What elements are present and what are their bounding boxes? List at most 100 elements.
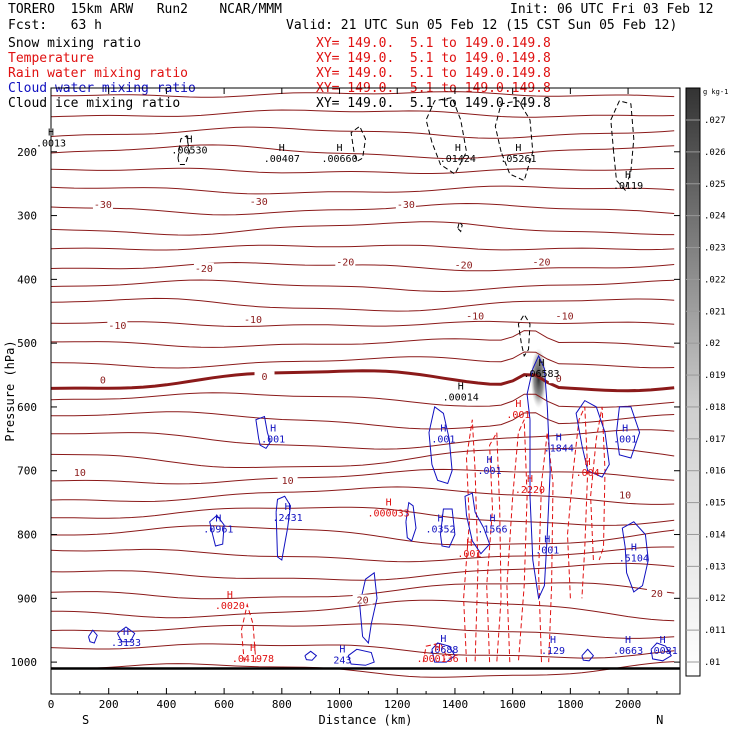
isotherm-label: 20: [651, 589, 663, 600]
cloud-water-maximum-label-h-marker: H: [625, 635, 631, 646]
isotherm-label-bg: [248, 195, 269, 206]
cloud-water-maximum-label-h-marker: H: [285, 502, 291, 513]
cloud-water-maximum-label-h-marker: H: [544, 535, 550, 546]
isotherm-label: -10: [466, 312, 484, 323]
isotherm-label: 0: [100, 375, 106, 386]
colorbar-units: g kg-1: [703, 88, 728, 96]
cloud-water-contour: [304, 650, 318, 661]
forecast-hour: Fcst: 63 h: [8, 18, 102, 33]
valid-time: Valid: 21 UTC Sun 05 Feb 12 (15 CST Sun …: [286, 18, 678, 33]
cloud-water-maximum-label: .1844: [544, 444, 574, 455]
cloud-water-maximum-label: .129: [541, 646, 565, 657]
y-axis-title: Pressure (hPa): [3, 340, 17, 441]
colorbar-label: .024: [704, 212, 726, 222]
cloud-water-contour: [347, 648, 375, 666]
x-tick-label: 1800: [557, 698, 584, 711]
isotherm-label: 0: [261, 372, 267, 383]
ice-maximum-label: .05261: [500, 154, 536, 165]
ice-maximum-label: .0119: [613, 181, 643, 192]
rain-maximum-label: .001: [506, 410, 530, 421]
isotherm-label-bg: [395, 199, 416, 210]
isotherm-label: -10: [244, 315, 262, 326]
isotherm: [51, 392, 675, 408]
colorbar-label: .025: [704, 180, 726, 190]
cloud-water-maximum-label: .2431: [273, 513, 303, 524]
isotherm-label-bg: [465, 310, 486, 321]
x-tick-label: 400: [156, 698, 176, 711]
x-tick-label: 1600: [499, 698, 526, 711]
x-tick-label: 600: [214, 698, 234, 711]
isotherm: [51, 126, 675, 139]
cloud-water-maximum-label: .0352: [425, 525, 455, 536]
x-tick-label: 1000: [326, 698, 353, 711]
isotherm-label-bg: [242, 313, 263, 324]
isotherm: [51, 351, 675, 369]
isotherm: [51, 202, 675, 216]
model-title: TORERO 15km ARW Run2 NCAR/MMM: [8, 2, 282, 17]
isotherm-label: -30: [94, 200, 112, 211]
cloud-water-contour: [275, 495, 292, 561]
colorbar-label: .012: [704, 594, 726, 604]
cloud-ice-contour: [494, 100, 534, 182]
x-tick-label: 200: [99, 698, 119, 711]
colorbar-label: .016: [704, 467, 726, 477]
ice-maximum-label-h-marker: H: [337, 143, 343, 154]
isotherm-label: 10: [282, 476, 294, 487]
isotherm-label-bg: [335, 256, 356, 267]
colorbar: [685, 87, 701, 677]
ice-maximum-label-h-marker: H: [186, 135, 192, 146]
cloud-water-maximum-label: 243: [333, 655, 351, 666]
isotherm: [51, 506, 675, 526]
cloud-water-contour: [255, 415, 271, 450]
y-tick-label: 800: [17, 529, 37, 542]
isotherm-label-bg: [277, 475, 298, 486]
rain-contour: [240, 602, 257, 663]
rain-maximum-label-h-marker: H: [227, 590, 233, 601]
colorbar-label: .018: [704, 403, 726, 413]
isotherm-label: -10: [108, 321, 126, 332]
cloud-water-maximum-label: .001: [431, 435, 455, 446]
cloud-water-maximum-label: .3133: [111, 638, 141, 649]
x-tick-label: 1200: [384, 698, 411, 711]
cloud-water-maximum-label: .1566: [477, 525, 507, 536]
snow-maximum-label-h-marker: H: [538, 358, 544, 369]
rain-contour: [538, 432, 554, 663]
isotherm: [51, 411, 675, 430]
isotherm-label-bg: [92, 199, 113, 210]
legend-temperature-xy: XY= 149.0. 5.1 to 149.0.149.8: [316, 51, 551, 66]
isotherm: [51, 525, 675, 546]
x-tick-label: 1400: [442, 698, 469, 711]
isotherm-label-bg: [615, 489, 636, 500]
colorbar-label: .019: [704, 371, 726, 381]
legend-cloud-ice-label: Cloud ice mixing ratio: [8, 96, 181, 111]
isotherm: [51, 643, 675, 659]
cloud-water-maximum-label: .0081: [648, 646, 678, 657]
isotherm: [51, 447, 675, 468]
isotherm: [51, 244, 675, 251]
cloud-ice-contour: [350, 125, 367, 163]
cloud-water-maximum-label-h-marker: H: [270, 424, 276, 435]
ice-maximum-label-h-marker: H: [458, 382, 464, 393]
cloud-water-contour: [116, 626, 136, 643]
plot-frame: [50, 87, 681, 695]
isotherm-label-bg: [193, 262, 214, 273]
ice-maximum-label: .01424: [440, 154, 476, 165]
ice-maximum-label: .00014: [443, 393, 479, 404]
rain-maximum-label: .001: [457, 549, 481, 560]
ice-maximum-label: .00530: [171, 146, 207, 157]
cloud-water-maximum-label-h-marker: H: [440, 424, 446, 435]
colorbar-label: .026: [704, 148, 726, 158]
isotherm: [51, 221, 675, 236]
x-tick-label: 800: [272, 698, 292, 711]
y-tick-label: 500: [17, 337, 37, 350]
rain-contour: [486, 430, 502, 663]
isotherm-label-bg: [554, 310, 575, 321]
colorbar-label: .023: [704, 244, 726, 254]
isotherm: [51, 486, 675, 505]
cloud-water-maximum-label-h-marker: H: [622, 424, 628, 435]
cloud-water-maximum-label-h-marker: H: [556, 433, 562, 444]
isotherm: [51, 167, 675, 174]
cloud-water-contour: [431, 642, 456, 663]
y-tick-label: 200: [17, 146, 37, 159]
